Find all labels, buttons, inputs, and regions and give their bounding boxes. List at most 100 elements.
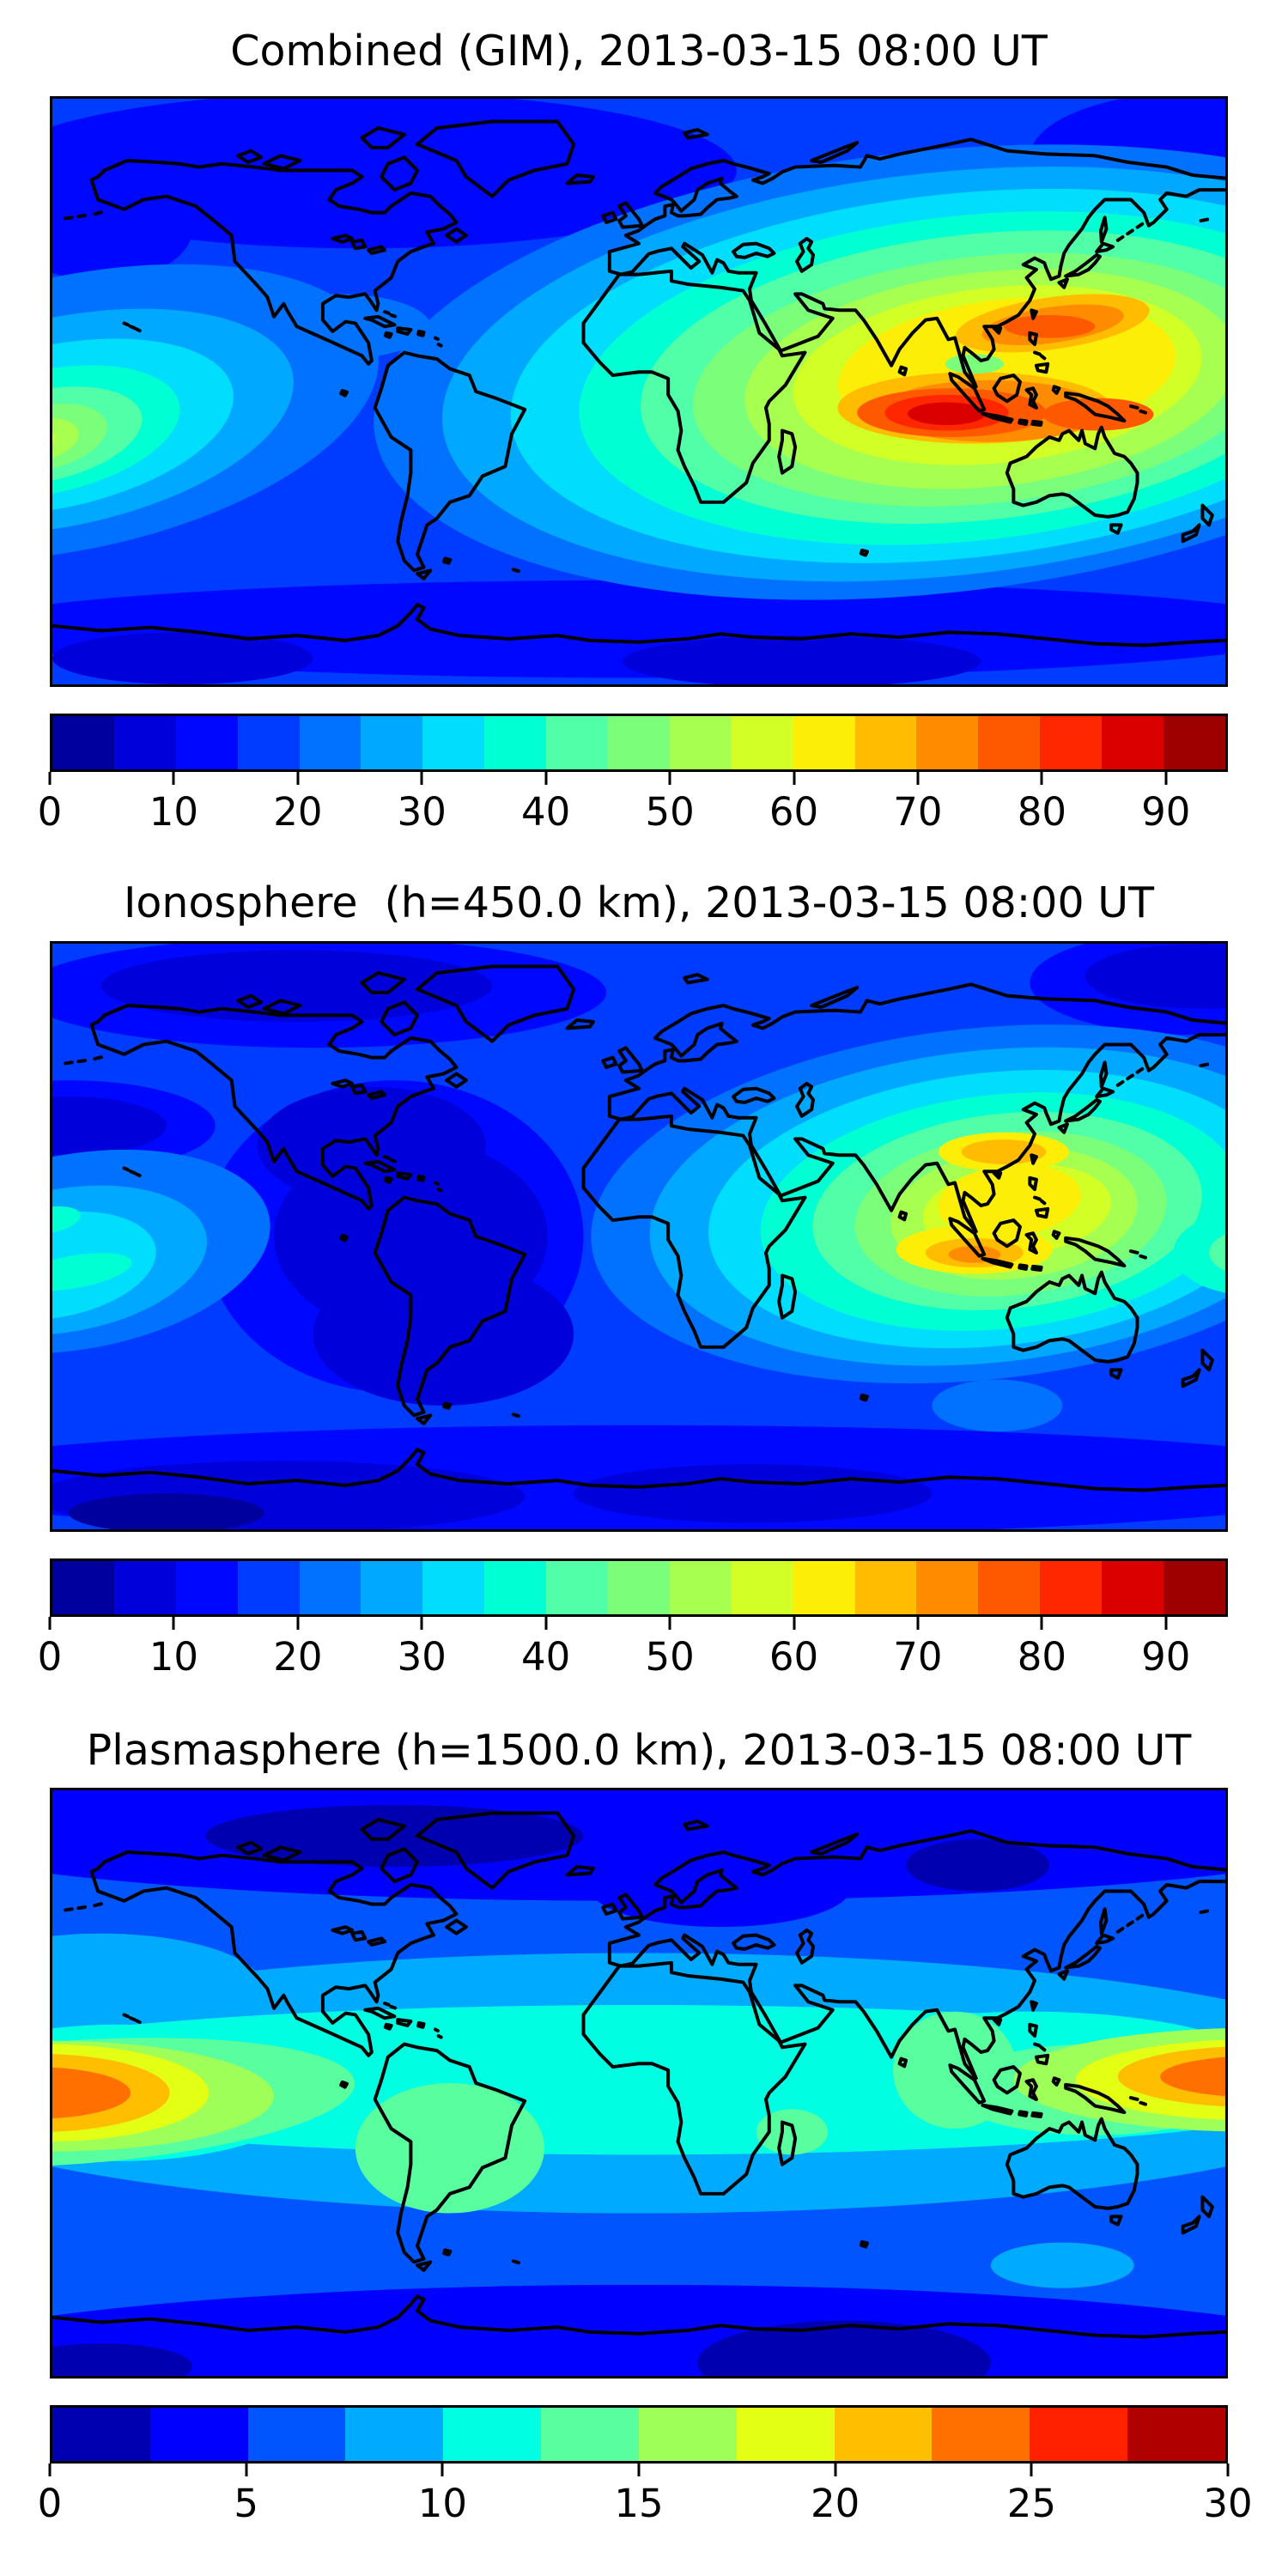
colorbar-tick-label: 90 xyxy=(1141,789,1191,835)
colorbar-segment xyxy=(299,716,361,769)
colorbar-tick-mark xyxy=(1226,2464,1230,2476)
colorbar-tick-label: 25 xyxy=(1006,2481,1056,2526)
colorbar-tick-mark xyxy=(48,1617,52,1630)
colorbar-segment xyxy=(247,2408,346,2461)
colorbar-segment xyxy=(237,1561,300,1614)
colorbar-tick-label: 15 xyxy=(614,2481,664,2526)
colorbar-segment xyxy=(638,2408,737,2461)
panel-title-combined: Combined (GIM), 2013-03-15 08:00 UT xyxy=(230,27,1048,76)
colorbar-tick-mark xyxy=(793,772,796,785)
colorbar-segment xyxy=(669,1561,732,1614)
colorbar-tick-label: 90 xyxy=(1141,1634,1191,1680)
colorbar-tick-mark xyxy=(172,1617,175,1630)
colorbar-ticks xyxy=(48,2464,1230,2477)
colorbar-segment xyxy=(736,2408,835,2461)
colorbar-tick-mark xyxy=(48,772,52,785)
colorbar-ticks xyxy=(48,772,1228,786)
colorbar-tick-label: 40 xyxy=(521,789,571,835)
colorbar-tick-mark xyxy=(668,772,671,785)
colorbar-tick-label: 0 xyxy=(37,2481,63,2526)
colorbar-tick-label: 80 xyxy=(1017,1634,1066,1680)
colorbar-tick-label: 20 xyxy=(273,789,323,835)
colorbar-tick-mark xyxy=(1040,772,1043,785)
colorbar-segment xyxy=(932,2408,1030,2461)
colorbar-tick-mark xyxy=(1040,1617,1043,1630)
colorbar-tick-mark xyxy=(916,1617,920,1630)
colorbar-segment xyxy=(669,716,732,769)
colorbar-tick-mark xyxy=(916,772,920,785)
colorbar-tick-mark xyxy=(637,2464,641,2476)
colorbar-segment xyxy=(1102,1561,1164,1614)
colorbar-tick-mark xyxy=(245,2464,248,2476)
colorbar-segment xyxy=(978,1561,1041,1614)
colorbar-segment xyxy=(793,1561,855,1614)
colorbar-tick-mark xyxy=(172,772,175,785)
colorbar-tick-labels: 0 10 20 30 40 50 60 70 80 90 xyxy=(38,1634,1228,1684)
colorbar-bar xyxy=(50,1558,1228,1617)
colorbar-segment xyxy=(361,716,423,769)
colorbar-segment xyxy=(113,1561,176,1614)
colorbar-segment xyxy=(52,716,114,769)
colorbar-segment xyxy=(916,1561,979,1614)
colorbar-segment xyxy=(52,2408,150,2461)
colorbar-segment xyxy=(484,716,547,769)
colorbar-tick-mark xyxy=(1164,772,1168,785)
colorbar-segment xyxy=(916,716,979,769)
colorbar-segment xyxy=(361,1561,423,1614)
colorbar-tick-mark xyxy=(1164,1617,1168,1630)
colorbar-tick-mark xyxy=(420,772,423,785)
colorbar-segment xyxy=(608,716,670,769)
colorbar-tick-label: 80 xyxy=(1017,789,1066,835)
colorbar-tick-label: 40 xyxy=(521,1634,571,1680)
colorbar-tick-mark xyxy=(420,1617,423,1630)
colorbar-tick-mark xyxy=(296,1617,300,1630)
colorbar-tick-mark xyxy=(834,2464,837,2476)
colorbar-tick-label: 30 xyxy=(397,1634,447,1680)
colorbar-tick-label: 50 xyxy=(645,1634,695,1680)
tec-field-ionosphere xyxy=(52,944,1225,1529)
colorbar-tick-mark xyxy=(793,1617,796,1630)
colorbar-tick-label: 50 xyxy=(645,789,695,835)
colorbar-tick-label: 60 xyxy=(769,789,819,835)
colorbar-segment xyxy=(175,716,238,769)
panel-title-ionosphere: Ionosphere (h=450.0 km), 2013-03-15 08:0… xyxy=(123,878,1155,927)
colorbar-combined: 0 10 20 30 40 50 60 70 80 90 xyxy=(38,714,1228,842)
colorbar-segment xyxy=(546,1561,609,1614)
colorbar-segment xyxy=(149,2408,248,2461)
colorbar-segment xyxy=(608,1561,670,1614)
colorbar-tick-label: 10 xyxy=(149,1634,199,1680)
colorbar-segment xyxy=(978,716,1041,769)
colorbar-tick-label: 5 xyxy=(234,2481,258,2526)
colorbar-segment xyxy=(546,716,609,769)
colorbar-tick-mark xyxy=(1030,2464,1033,2476)
colorbar-segment xyxy=(793,716,855,769)
colorbar-segment xyxy=(834,2408,933,2461)
colorbar-segment xyxy=(854,1561,917,1614)
colorbar-tick-label: 70 xyxy=(893,1634,943,1680)
colorbar-tick-mark xyxy=(668,1617,671,1630)
colorbar-segment xyxy=(52,1561,114,1614)
colorbar-bar xyxy=(50,714,1228,772)
colorbar-segment xyxy=(113,716,176,769)
colorbar-segment xyxy=(299,1561,361,1614)
colorbar-tick-mark xyxy=(296,772,300,785)
tec-field-plasmasphere xyxy=(52,1790,1225,2376)
map-plasmasphere xyxy=(50,1788,1228,2379)
colorbar-bar xyxy=(50,2405,1228,2464)
colorbar-tick-label: 30 xyxy=(397,789,447,835)
colorbar-segment xyxy=(175,1561,238,1614)
map-combined xyxy=(50,96,1228,687)
colorbar-segment xyxy=(731,1561,793,1614)
colorbar-segment xyxy=(854,716,917,769)
colorbar-segment xyxy=(345,2408,444,2461)
colorbar-tick-label: 70 xyxy=(893,789,943,835)
colorbar-segment xyxy=(1030,2408,1128,2461)
colorbar-segment xyxy=(1163,1561,1225,1614)
colorbar-segment xyxy=(731,716,793,769)
colorbar-segment xyxy=(1040,1561,1103,1614)
colorbar-segment xyxy=(1163,716,1225,769)
colorbar-tick-label: 10 xyxy=(149,789,199,835)
tec-field-combined xyxy=(52,99,1225,684)
colorbar-tick-label: 0 xyxy=(37,1634,63,1680)
colorbar-segment xyxy=(1040,716,1103,769)
